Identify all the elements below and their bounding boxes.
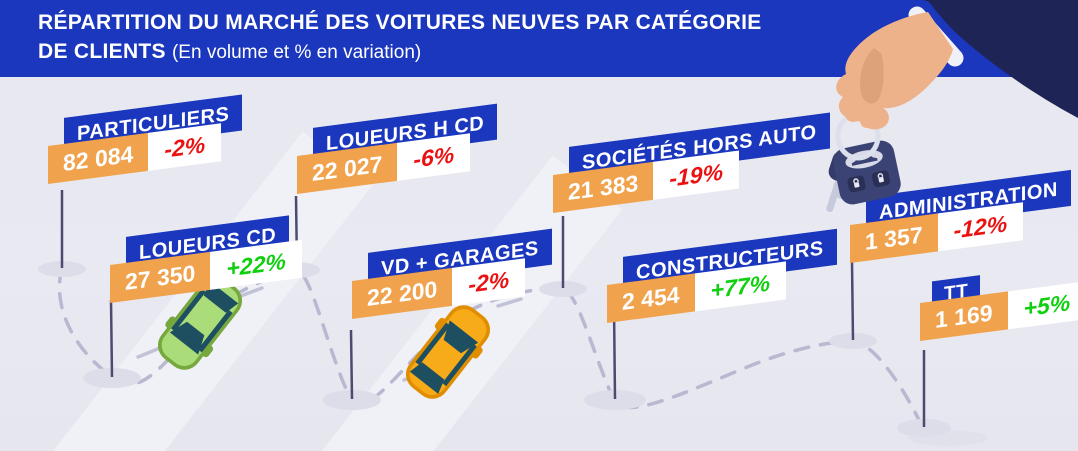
page-title: RÉPARTITION DU MARCHÉ DES VOITURES NEUVE… xyxy=(38,11,762,34)
page-subtitle: DE CLIENTS (En volume et % en variation) xyxy=(38,40,1078,64)
page-subtitle-strong: DE CLIENTS xyxy=(38,40,166,63)
green-car-illustration xyxy=(157,276,243,370)
page-subtitle-note: (En volume et % en variation) xyxy=(171,42,422,63)
yellow-car-illustration xyxy=(405,305,491,399)
